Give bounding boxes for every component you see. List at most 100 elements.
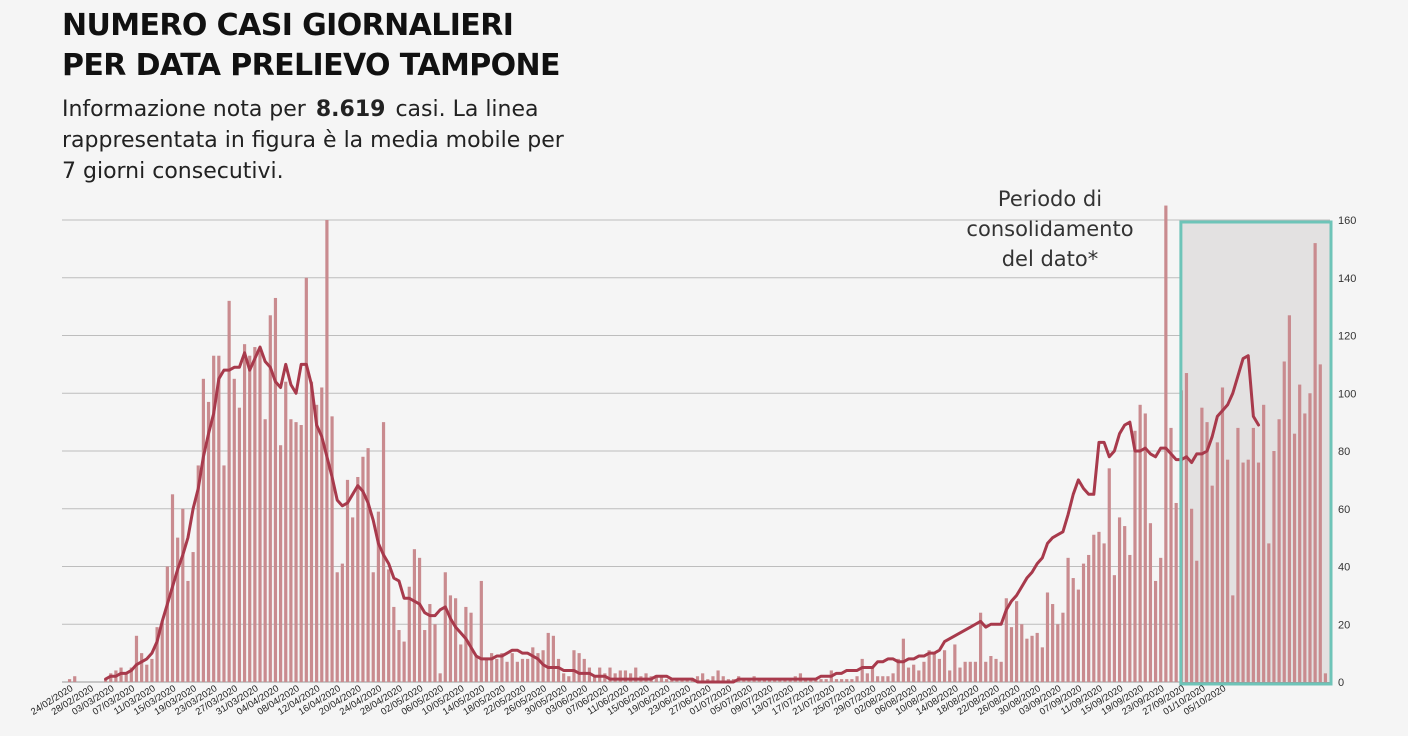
bar [1262, 404, 1266, 682]
bar [1174, 502, 1178, 682]
bar [834, 679, 839, 682]
bar [1200, 407, 1204, 682]
bar [1215, 442, 1219, 682]
bar [500, 653, 504, 682]
bar [876, 676, 880, 682]
bar [845, 679, 849, 682]
bar [1128, 554, 1132, 682]
bar [242, 344, 247, 682]
bar [551, 635, 555, 682]
bar [201, 378, 205, 682]
bar [423, 630, 427, 682]
bar [1287, 315, 1291, 682]
bar [984, 661, 988, 682]
bar [134, 635, 139, 682]
bar [1241, 462, 1245, 682]
bar [340, 563, 344, 682]
bar [567, 676, 571, 682]
bar [912, 664, 916, 682]
bar [618, 670, 622, 682]
bar [1087, 554, 1091, 682]
bar [371, 572, 375, 682]
bar [160, 621, 164, 682]
bar [315, 404, 319, 682]
bar [459, 644, 463, 682]
bar [886, 676, 890, 682]
bar [1205, 422, 1209, 682]
bar [1133, 430, 1137, 682]
bar [417, 557, 422, 682]
bar [67, 679, 72, 682]
bar [1102, 543, 1106, 682]
bar [387, 569, 391, 682]
bar [1138, 404, 1142, 682]
y-tick-label: 20 [1338, 619, 1350, 631]
bar [191, 552, 195, 682]
bar [1298, 384, 1302, 682]
bar [294, 422, 298, 682]
bar [927, 650, 931, 682]
bar [309, 381, 314, 682]
bar [711, 676, 715, 682]
bar [1292, 433, 1297, 682]
bar [855, 676, 859, 682]
bar [217, 355, 221, 682]
y-tick-label: 80 [1338, 446, 1350, 458]
bar [531, 647, 535, 682]
bar [145, 664, 149, 682]
bar [495, 658, 499, 682]
bar [237, 407, 242, 682]
bar [963, 661, 967, 682]
bar [181, 508, 185, 682]
bar [412, 549, 417, 682]
case-count: 8.619 [315, 97, 386, 122]
y-tick-label: 140 [1338, 273, 1356, 285]
bar [330, 416, 334, 682]
bar [1184, 373, 1189, 682]
bar [973, 661, 978, 682]
bar [428, 604, 432, 682]
consolidation-note-line-2: consolidamento [966, 217, 1134, 241]
bar [1081, 563, 1086, 682]
bar [881, 676, 885, 682]
bar [335, 572, 339, 682]
bar [397, 630, 401, 682]
bar [1040, 647, 1044, 682]
bar [1009, 627, 1014, 682]
bar [840, 679, 844, 682]
bar [222, 465, 226, 682]
bar [819, 679, 823, 682]
bar [263, 419, 267, 682]
bar [1097, 531, 1101, 682]
bar [1195, 560, 1199, 682]
bar [891, 673, 895, 682]
bar [526, 658, 530, 682]
bar [1169, 427, 1173, 682]
bar [232, 378, 236, 682]
bar [464, 606, 468, 682]
bar [1277, 419, 1281, 682]
bar [356, 476, 360, 682]
bar [320, 387, 324, 682]
bar [932, 653, 936, 682]
bar [438, 673, 442, 682]
bar [1015, 601, 1019, 682]
bar [1308, 393, 1312, 682]
bar [196, 465, 200, 682]
bar [505, 661, 509, 682]
bar [623, 670, 628, 682]
bar [978, 612, 983, 682]
bar [850, 679, 854, 682]
bar [896, 658, 900, 682]
bar [634, 667, 638, 682]
bar [1148, 523, 1153, 682]
bar [860, 658, 864, 682]
bar [582, 658, 586, 682]
y-tick-label: 0 [1338, 677, 1344, 689]
title-line-2: PER DATA PRELIEVO TAMPONE [62, 48, 561, 83]
bar [520, 658, 525, 682]
moving-average-line [104, 345, 1261, 684]
bar [1153, 580, 1158, 682]
bar [366, 448, 370, 682]
